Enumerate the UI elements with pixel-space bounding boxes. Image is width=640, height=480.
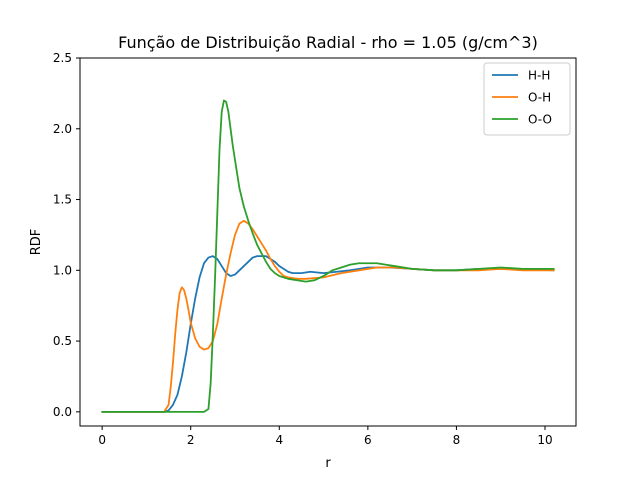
y-tick-label: 2.0 <box>53 122 72 136</box>
x-tick-label: 2 <box>187 433 195 447</box>
y-tick-label: 0.0 <box>53 405 72 419</box>
x-axis: 0 2 4 6 8 10 <box>98 426 553 447</box>
x-tick-label: 6 <box>364 433 372 447</box>
plot-area: 0 2 4 6 8 10 0.0 0.5 1.0 1.5 2.0 2.5 <box>53 51 577 447</box>
x-tick-label: 0 <box>98 433 106 447</box>
x-tick-label: 8 <box>453 433 461 447</box>
series-line-o-o <box>101 99 555 413</box>
y-tick-label: 2.5 <box>53 51 72 65</box>
legend: H-H O-H O-O <box>483 62 571 136</box>
x-axis-label: r <box>325 456 331 471</box>
chart-title: Função de Distribuição Radial - rho = 1.… <box>118 33 538 52</box>
legend-box <box>483 62 571 136</box>
series-line-o-h <box>101 219 555 413</box>
legend-label-o-o: O-O <box>528 113 552 127</box>
y-tick-label: 1.0 <box>53 263 72 277</box>
x-tick-label: 10 <box>537 433 552 447</box>
y-tick-label: 1.5 <box>53 193 72 207</box>
y-axis-label: RDF <box>29 229 44 256</box>
plot-frame <box>79 57 577 427</box>
y-tick-label: 0.5 <box>53 334 72 348</box>
series-layer <box>101 99 555 413</box>
legend-label-o-h: O-H <box>528 91 551 105</box>
x-tick-label: 4 <box>275 433 283 447</box>
legend-label-h-h: H-H <box>528 69 550 83</box>
y-axis: 0.0 0.5 1.0 1.5 2.0 2.5 <box>53 51 80 419</box>
